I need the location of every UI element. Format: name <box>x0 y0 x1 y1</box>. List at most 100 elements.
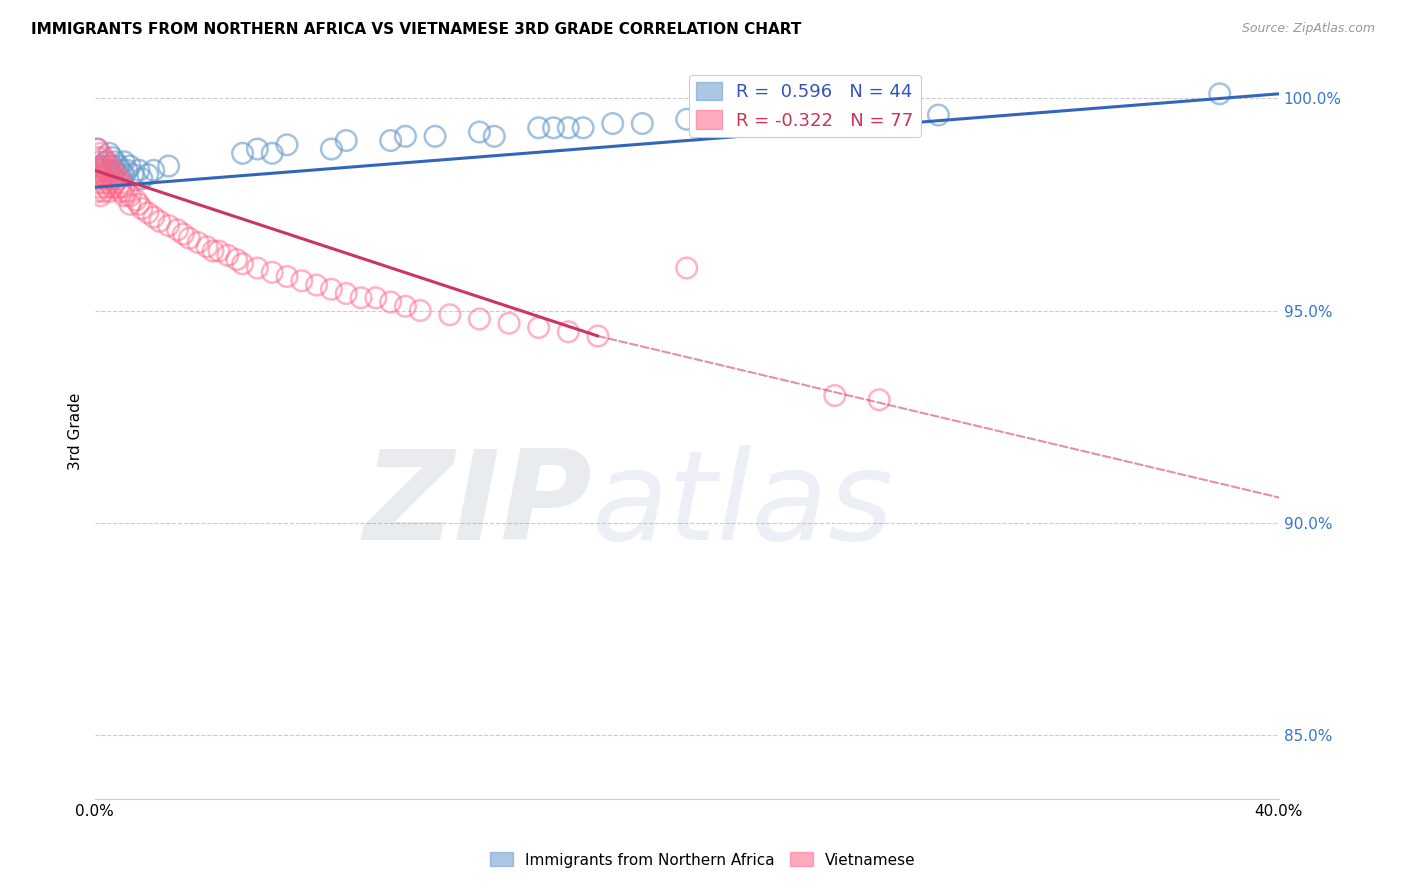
Point <box>128 197 150 211</box>
Point <box>98 159 121 173</box>
Point <box>89 163 111 178</box>
Point <box>380 134 402 148</box>
Point <box>172 227 194 241</box>
Point <box>527 320 550 334</box>
Point <box>104 154 127 169</box>
Point <box>423 129 446 144</box>
Legend: Immigrants from Northern Africa, Vietnamese: Immigrants from Northern Africa, Vietnam… <box>484 847 922 873</box>
Point <box>157 159 180 173</box>
Point <box>98 146 121 161</box>
Text: ZIP: ZIP <box>363 444 592 566</box>
Point <box>93 151 115 165</box>
Point <box>89 188 111 202</box>
Point <box>468 125 491 139</box>
Point <box>394 129 416 144</box>
Point <box>380 295 402 310</box>
Point <box>321 282 343 296</box>
Point <box>321 142 343 156</box>
Point <box>217 248 239 262</box>
Point <box>142 210 165 224</box>
Text: IMMIGRANTS FROM NORTHERN AFRICA VS VIETNAMESE 3RD GRADE CORRELATION CHART: IMMIGRANTS FROM NORTHERN AFRICA VS VIETN… <box>31 22 801 37</box>
Point <box>439 308 461 322</box>
Point <box>104 168 127 182</box>
Point <box>86 159 108 173</box>
Point <box>110 176 132 190</box>
Point <box>96 163 118 178</box>
Point <box>364 291 387 305</box>
Text: atlas: atlas <box>592 444 894 566</box>
Point <box>276 137 298 152</box>
Point <box>136 168 159 182</box>
Point <box>246 260 269 275</box>
Point <box>89 154 111 169</box>
Point <box>232 146 254 161</box>
Legend: R =  0.596   N = 44, R = -0.322   N = 77: R = 0.596 N = 44, R = -0.322 N = 77 <box>689 75 921 136</box>
Point <box>89 159 111 173</box>
Point <box>557 120 579 135</box>
Point <box>927 108 949 122</box>
Point <box>101 171 124 186</box>
Point <box>157 219 180 233</box>
Point <box>1209 87 1232 101</box>
Point <box>89 171 111 186</box>
Point <box>631 117 654 131</box>
Point <box>96 154 118 169</box>
Point <box>208 244 231 258</box>
Point <box>120 188 142 202</box>
Point <box>201 244 224 258</box>
Point <box>350 291 373 305</box>
Point <box>96 154 118 169</box>
Point <box>101 159 124 173</box>
Point <box>122 168 145 182</box>
Point <box>557 325 579 339</box>
Point <box>107 168 129 182</box>
Point <box>101 151 124 165</box>
Point <box>527 120 550 135</box>
Point <box>149 214 172 228</box>
Point <box>394 299 416 313</box>
Point <box>335 134 357 148</box>
Point <box>225 252 247 267</box>
Point <box>107 180 129 194</box>
Point <box>112 154 135 169</box>
Point <box>675 260 697 275</box>
Point <box>101 163 124 178</box>
Point <box>586 329 609 343</box>
Point <box>89 180 111 194</box>
Point <box>125 193 148 207</box>
Point <box>166 223 188 237</box>
Point <box>572 120 595 135</box>
Point <box>246 142 269 156</box>
Point <box>110 185 132 199</box>
Point <box>136 206 159 220</box>
Point <box>195 240 218 254</box>
Point <box>93 163 115 178</box>
Point <box>276 269 298 284</box>
Point <box>187 235 209 250</box>
Point <box>98 185 121 199</box>
Point <box>128 163 150 178</box>
Point <box>120 197 142 211</box>
Point <box>498 316 520 330</box>
Point <box>262 146 284 161</box>
Point <box>86 168 108 182</box>
Text: Source: ZipAtlas.com: Source: ZipAtlas.com <box>1241 22 1375 36</box>
Y-axis label: 3rd Grade: 3rd Grade <box>69 392 83 470</box>
Point <box>107 171 129 186</box>
Point <box>232 257 254 271</box>
Point <box>86 142 108 156</box>
Point <box>131 202 153 216</box>
Point <box>96 171 118 186</box>
Point <box>86 151 108 165</box>
Point <box>98 168 121 182</box>
Point <box>93 159 115 173</box>
Point <box>602 117 624 131</box>
Point <box>179 231 201 245</box>
Point <box>142 163 165 178</box>
Point <box>112 188 135 202</box>
Point <box>93 168 115 182</box>
Point <box>93 176 115 190</box>
Point <box>104 176 127 190</box>
Point <box>291 274 314 288</box>
Point <box>115 163 138 178</box>
